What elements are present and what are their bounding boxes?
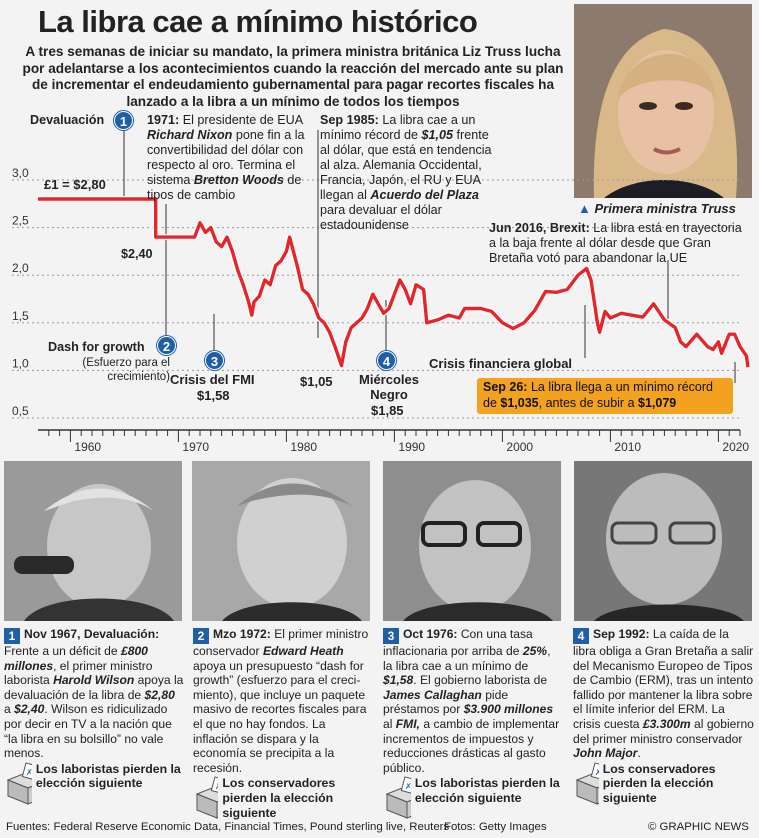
devaluation-label: Devaluación (30, 113, 105, 127)
triangle-icon: ▲ (578, 201, 591, 216)
devaluation-value: $2,40 (121, 247, 153, 261)
wilson-photo (4, 461, 182, 621)
badge-2: 2 (157, 336, 176, 355)
intro-text: A tres semanas de iniciar su mandato, la… (22, 44, 564, 109)
gfc-label: Crisis financiera global (429, 356, 573, 371)
bio-4: 4 Sep 1992: La caída de la libra obliga a… (573, 627, 754, 805)
chart-grid (12, 179, 740, 419)
bio-number: 4 (573, 628, 589, 644)
x-tick-label: 2020 (722, 440, 749, 454)
ballot-box-icon: ✗ (195, 776, 219, 820)
badge-3: 3 (205, 351, 224, 370)
bio-number: 3 (383, 628, 399, 644)
gbp-usd-line (38, 197, 750, 368)
graphic-credit: © GRAPHIC NEWS (648, 821, 749, 833)
low-1985-value: $1,05 (300, 374, 333, 389)
bio-1: 1 Nov 1967, Devaluación: Frente a un défi… (4, 627, 184, 806)
major-photo (574, 461, 752, 621)
start-label: £1 = $2,80 (44, 177, 106, 192)
callaghan-photo (383, 461, 561, 621)
dash-label: Dash for growth (48, 340, 145, 354)
truss-portrait-icon (574, 4, 752, 198)
y-tick-label: 0,5 (12, 404, 29, 418)
y-tick-label: 1,0 (12, 356, 29, 370)
x-tick-label: 1980 (290, 440, 317, 454)
truss-photo (574, 4, 752, 198)
series-line (38, 196, 751, 369)
y-tick-label: 2,5 (12, 214, 29, 228)
imf-label: Crisis del FMI (170, 372, 255, 387)
annotation-leaders (123, 130, 736, 383)
ballot-box-icon: ✗ (575, 762, 599, 805)
bio-3: 3 Oct 1976: Con una tasa inflacionaria po… (383, 627, 563, 820)
x-tick-label: 2000 (506, 440, 533, 454)
badge-1: 1 (114, 111, 133, 130)
ballot-box-icon: ✗ (6, 762, 32, 805)
heath-photo (192, 461, 370, 621)
svg-text:✗: ✗ (595, 768, 599, 777)
photo-credit: Fotos: Getty Images (444, 821, 547, 833)
x-tick-label: 1990 (398, 440, 425, 454)
svg-text:✗: ✗ (405, 782, 411, 791)
y-tick-label: 3,0 (12, 166, 29, 180)
imf-value: $1,58 (197, 388, 230, 403)
brexit-annotation: Jun 2016, Brexit: La libra está en traye… (489, 221, 742, 265)
heath-portrait-icon (192, 461, 370, 621)
x-tick-label: 2010 (614, 440, 641, 454)
sep26-callout: Sep 26: La libra llega a un mínimo récor… (477, 378, 733, 414)
photo-caption: ▲ Primera ministra Truss (578, 201, 736, 216)
bio-number: 2 (193, 628, 209, 644)
x-tick-label: 1970 (182, 440, 209, 454)
nixon-annotation: 1971: El presidente de EUA Richard Nixon… (147, 113, 305, 202)
y-axis: 3,0 2,5 2,0 1,5 1,0 0,5 (12, 166, 29, 418)
y-tick-label: 2,0 (12, 261, 29, 275)
bio-number: 1 (4, 628, 20, 644)
bio-2: 2 Mzo 1972: El primer ministro conservado… (193, 627, 369, 820)
page-title: La libra cae a mínimo histórico (38, 4, 478, 39)
badge-4: 4 (377, 351, 396, 370)
svg-text:✗: ✗ (26, 768, 32, 777)
major-portrait-icon (574, 461, 752, 621)
svg-text:✗: ✗ (215, 782, 218, 791)
y-tick-label: 1,5 (12, 309, 29, 323)
sources: Fuentes: Federal Reserve Economic Data, … (6, 821, 450, 833)
sep85-annotation: Sep 1985: La libra cae a un mínimo récor… (320, 113, 492, 232)
black-wednesday-value: $1,85 (371, 403, 404, 418)
x-axis: 1960 1970 1980 1990 2000 2010 2020 (38, 429, 749, 454)
black-wednesday-label: Miércoles Negro (359, 372, 419, 402)
ballot-box-icon: ✗ (385, 776, 411, 820)
callaghan-portrait-icon (383, 461, 561, 621)
wilson-portrait-icon (4, 461, 182, 621)
exchange-rate-chart: 3,0 2,5 2,0 1,5 1,0 0,5 1960 1970 1980 1990 2000 2… (12, 130, 751, 454)
dash-sublabel: (Esfuerzo para el crecimiento) (82, 357, 170, 383)
x-tick-label: 1960 (74, 440, 101, 454)
